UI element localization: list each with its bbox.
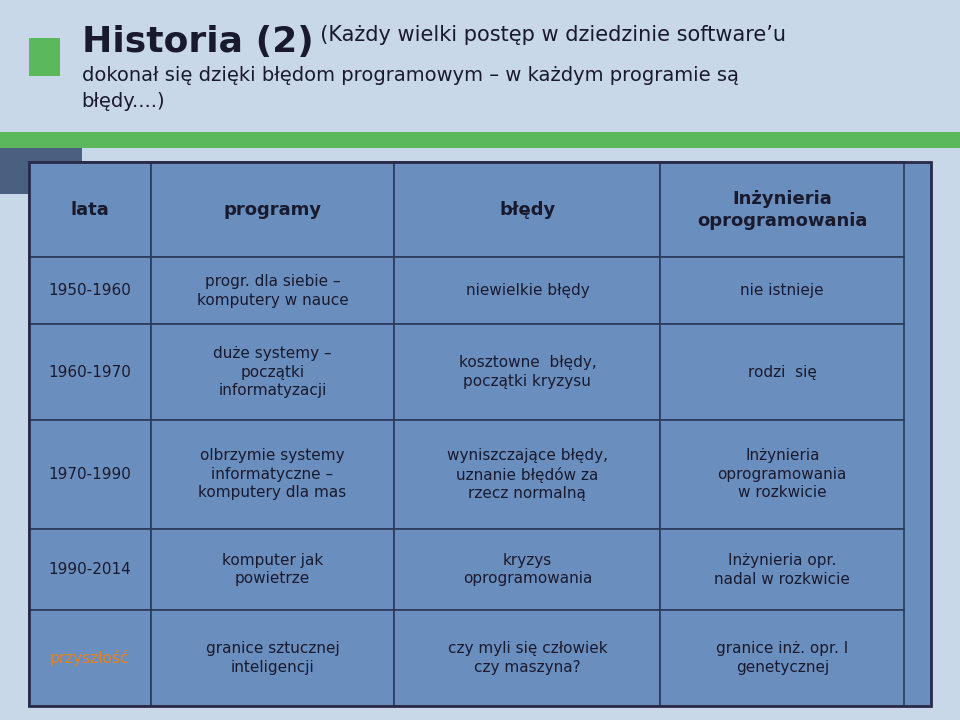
Text: granice sztucznej
inteligencji: granice sztucznej inteligencji [205, 641, 339, 675]
Text: rodzi  się: rodzi się [748, 364, 817, 379]
Text: Inżynieria
oprogramowania: Inżynieria oprogramowania [697, 189, 868, 230]
Bar [29, 529, 151, 611]
Bar [395, 325, 660, 420]
Bar [29, 611, 151, 706]
Text: Historia (2): Historia (2) [82, 25, 313, 59]
Text: błędy: błędy [499, 201, 556, 219]
Text: olbrzymie systemy
informatyczne –
komputery dla mas: olbrzymie systemy informatyczne – komput… [199, 449, 347, 500]
Bar [151, 420, 395, 529]
Text: wyniszczające błędy,
uznanie błędów za
rzecz normalną: wyniszczające błędy, uznanie błędów za r… [446, 448, 608, 501]
Text: duże systemy –
początki
informatyzacji: duże systemy – początki informatyzacji [213, 346, 332, 398]
Bar [660, 529, 904, 611]
Text: 1990-2014: 1990-2014 [48, 562, 132, 577]
Bar [395, 257, 660, 325]
Text: 1950-1960: 1950-1960 [48, 284, 132, 298]
Bar [151, 325, 395, 420]
Text: (Każdy wielki postęp w dziedzinie software’u: (Każdy wielki postęp w dziedzinie softwa… [307, 25, 786, 45]
Bar [395, 611, 660, 706]
Bar [660, 257, 904, 325]
Text: 1970-1990: 1970-1990 [48, 467, 132, 482]
Text: dokonał się dzięki błędom programowym – w każdym programie są
błędy....): dokonał się dzięki błędom programowym – … [82, 66, 738, 111]
Bar [395, 529, 660, 611]
Bar [29, 162, 931, 706]
Bar [151, 162, 395, 257]
Text: kryzys
oprogramowania: kryzys oprogramowania [463, 553, 592, 587]
Bar [0, 132, 960, 148]
Text: kosztowne  błędy,
początki kryzysu: kosztowne błędy, początki kryzysu [459, 355, 596, 389]
Text: progr. dla siebie –
komputery w nauce: progr. dla siebie – komputery w nauce [197, 274, 348, 307]
Text: przyszłość: przyszłość [50, 650, 130, 666]
Bar [395, 162, 660, 257]
Text: Inżynieria
oprogramowania
w rozkwicie: Inżynieria oprogramowania w rozkwicie [718, 449, 847, 500]
Text: czy myli się człowiek
czy maszyna?: czy myli się człowiek czy maszyna? [447, 641, 607, 675]
Bar [29, 325, 151, 420]
Text: programy: programy [224, 201, 322, 219]
Bar [29, 162, 151, 257]
Bar [151, 611, 395, 706]
Bar [151, 529, 395, 611]
Text: granice inż. opr. I
genetycznej: granice inż. opr. I genetycznej [716, 641, 849, 675]
Text: komputer jak
powietrze: komputer jak powietrze [222, 553, 324, 587]
Text: niewielkie błędy: niewielkie błędy [466, 284, 589, 298]
Text: Inżynieria opr.
nadal w rozkwicie: Inżynieria opr. nadal w rozkwicie [714, 553, 851, 587]
Bar [0, 148, 82, 194]
Bar [29, 257, 151, 325]
Bar [395, 420, 660, 529]
Text: 1960-1970: 1960-1970 [48, 364, 132, 379]
Text: nie istnieje: nie istnieje [740, 284, 824, 298]
Bar [660, 162, 904, 257]
Bar [660, 611, 904, 706]
Bar [29, 420, 151, 529]
Bar [660, 420, 904, 529]
Text: lata: lata [70, 201, 109, 219]
Bar [29, 38, 60, 76]
Bar [151, 257, 395, 325]
Bar [660, 325, 904, 420]
